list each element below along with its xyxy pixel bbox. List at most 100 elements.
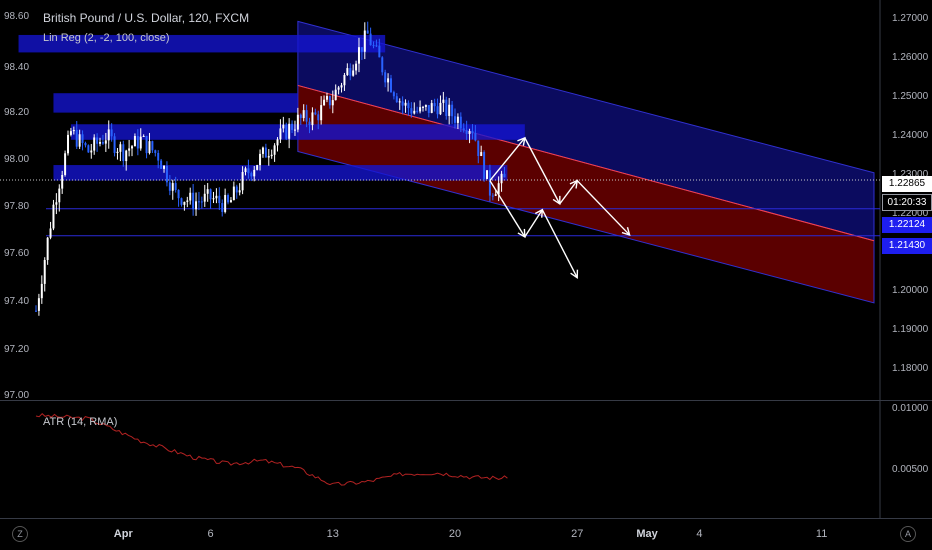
candle-body (360, 47, 363, 52)
candle-body (247, 168, 250, 174)
candle-body (442, 99, 445, 103)
candle-body (500, 173, 503, 184)
atr-axis-tick: 0.00500 (892, 464, 929, 475)
time-axis-tick: 13 (326, 528, 339, 540)
candle-body (200, 201, 203, 203)
candle-body (488, 170, 491, 196)
candle-body (235, 186, 238, 193)
symbol-title[interactable]: British Pound / U.S. Dollar, 120, FXCM (43, 11, 250, 25)
right-axis-tick: 1.25000 (892, 91, 929, 103)
candle-body (157, 152, 160, 161)
candle-body (168, 182, 171, 191)
candle-body (180, 198, 183, 205)
candle-body (308, 121, 311, 126)
candle-body (224, 195, 227, 212)
candle-body (104, 140, 107, 144)
projection-arrow (524, 209, 543, 238)
candle-body (421, 106, 424, 108)
candle-body (197, 201, 200, 203)
left-axis-tick: 98.60 (4, 11, 30, 22)
projection-arrow (559, 180, 578, 205)
candle-body (171, 183, 174, 191)
candle-body (145, 135, 148, 154)
projection-arrowhead (621, 227, 631, 237)
atr-axis-tick: 0.01000 (892, 403, 929, 414)
candle-body (486, 170, 489, 179)
candle-body (215, 195, 218, 199)
candle-body (430, 103, 433, 113)
candle-body (142, 135, 145, 137)
candle-body (456, 116, 459, 123)
candle-body (221, 203, 224, 212)
candle-body (317, 114, 320, 121)
candle-body (363, 30, 366, 52)
linreg-indicator-label[interactable]: Lin Reg (2, -2, 100, close) (43, 32, 170, 44)
candle-body (131, 146, 134, 149)
candle-body (320, 105, 323, 121)
candle-body (107, 129, 110, 141)
candle-body (337, 87, 340, 90)
candle-body (212, 198, 215, 200)
left-axis-tick: 98.40 (4, 62, 30, 73)
candle-body (352, 70, 355, 76)
left-axis-tick: 97.40 (4, 296, 30, 307)
resistance-zone (53, 93, 298, 113)
candle-body (96, 137, 99, 144)
candle-body (163, 165, 166, 169)
candle-body (276, 139, 279, 146)
auto-scale-button[interactable]: A (900, 526, 916, 542)
right-axis-tick: 1.18000 (892, 362, 929, 374)
atr-indicator-label[interactable]: ATR (14, RMA) (43, 416, 118, 428)
candle-body (61, 174, 64, 189)
projection-arrow (524, 137, 561, 205)
candle-body (154, 150, 157, 153)
candle-body (75, 129, 78, 147)
candle-body (116, 151, 119, 153)
candle-body (355, 63, 358, 71)
candle-body (67, 134, 70, 154)
time-axis-tick: 4 (696, 528, 703, 540)
current-price-badge: 1.22865 (882, 176, 932, 192)
right-axis-tick: 1.19000 (892, 324, 929, 336)
projection-arrow (576, 180, 631, 236)
candle-body (244, 168, 247, 173)
left-axis-tick: 98.00 (4, 154, 30, 165)
candle-body (384, 72, 387, 83)
candle-body (343, 75, 346, 86)
candle-body (416, 110, 419, 112)
projection-arrowhead (570, 269, 579, 279)
right-axis-tick: 1.20000 (892, 285, 929, 297)
candle-body (296, 114, 299, 130)
candle-body (151, 141, 154, 151)
candle-body (148, 141, 151, 154)
candle-body (229, 200, 232, 203)
candle-body (372, 45, 375, 47)
candle-body (369, 33, 372, 46)
candle-body (43, 259, 46, 284)
candle-body (81, 134, 84, 143)
candle-body (122, 144, 125, 162)
candle-body (424, 105, 427, 107)
candle-body (494, 194, 497, 196)
candle-body (101, 142, 104, 144)
candle-body (366, 30, 369, 34)
candle-body (139, 136, 142, 149)
candle-body (419, 107, 422, 112)
time-axis-tick: 20 (448, 528, 462, 540)
projection-arrow (489, 180, 526, 238)
candle-body (288, 123, 291, 139)
candle-body (69, 131, 72, 135)
candle-body (99, 142, 102, 144)
time-axis-tick: Apr (113, 528, 133, 540)
right-axis-tick: 1.26000 (892, 52, 929, 64)
candle-body (227, 195, 230, 203)
candle-body (90, 150, 93, 153)
candle-body (64, 153, 67, 175)
candle-body (323, 99, 326, 106)
candle-body (49, 228, 52, 238)
timezone-button[interactable]: Z (12, 526, 28, 542)
candle-body (325, 96, 328, 100)
candle-body (436, 106, 439, 115)
candle-body (87, 145, 90, 153)
